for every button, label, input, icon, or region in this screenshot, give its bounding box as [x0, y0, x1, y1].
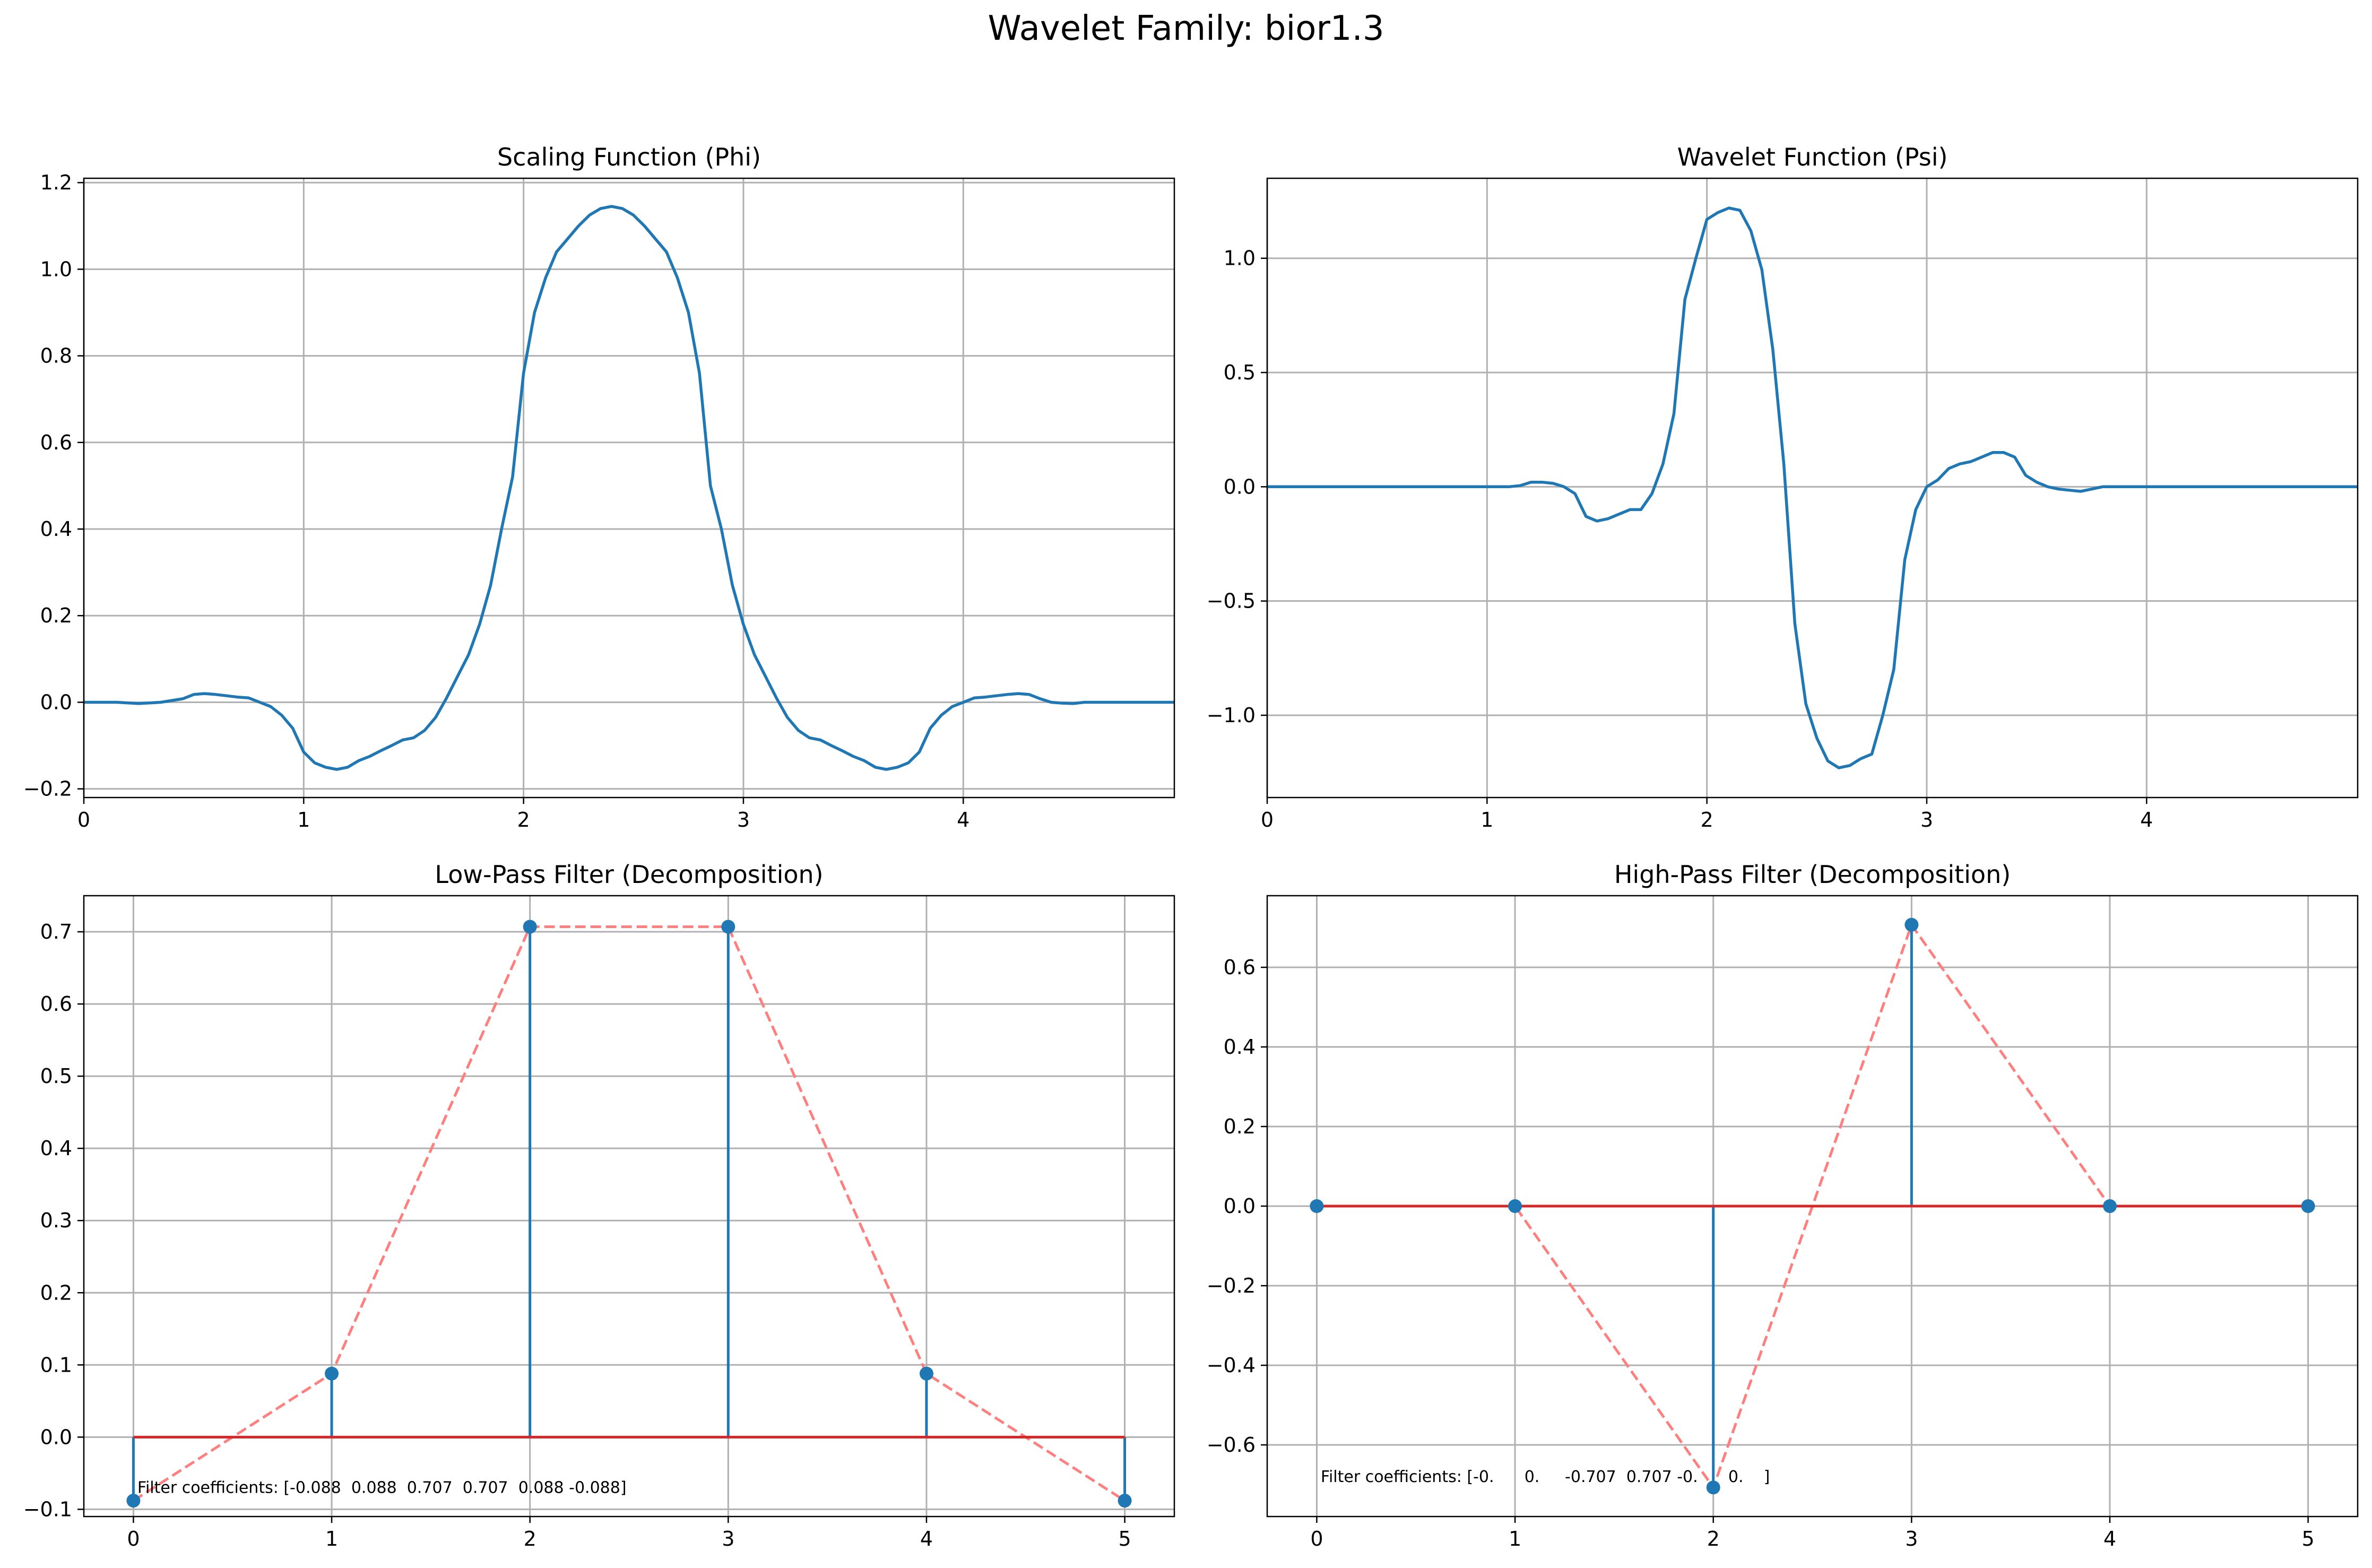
- y-tick-label: −0.2: [23, 777, 72, 801]
- plot-area: [1310, 917, 2315, 1495]
- panel-psi: 0 1 2 3 4 −1.0 −0.5 0.0 0.5 1.0 Wavelet Function (…: [1207, 143, 2359, 831]
- y-tick-label: 0.5: [40, 1064, 72, 1088]
- x-tick-label: 0: [1261, 808, 1274, 831]
- axes-frame: [1266, 177, 2359, 799]
- x-tick-label: 5: [2301, 1527, 2314, 1550]
- stem-marker: [1310, 1199, 1324, 1213]
- y-tick-label: 0.8: [40, 344, 72, 368]
- y-tick-label: 1.2: [40, 171, 72, 194]
- y-tick-label: 0.2: [40, 1281, 72, 1304]
- plot-area: [126, 920, 1132, 1508]
- stem-marker: [2301, 1199, 2315, 1213]
- plot-area: [84, 205, 1174, 771]
- axes-frame: [83, 895, 1175, 1518]
- panel-title: High-Pass Filter (Decomposition): [1614, 860, 2011, 889]
- x-tick-label: 5: [1118, 1527, 1131, 1550]
- stem-marker: [1118, 1494, 1132, 1508]
- y-tick-label: 0.7: [40, 920, 72, 943]
- y-tick-label: −0.2: [1207, 1274, 1256, 1297]
- y-tick-label: −0.6: [1207, 1433, 1256, 1457]
- y-tick-label: 0.0: [1224, 1194, 1256, 1218]
- y-tick-label: −0.5: [1207, 590, 1256, 613]
- x-tick-label: 3: [1920, 808, 1933, 831]
- y-tick-label: 0.1: [40, 1353, 72, 1376]
- y-tick-label: 1.0: [1224, 247, 1256, 270]
- stem-marker: [1508, 1199, 1522, 1213]
- axes-frame: [83, 177, 1175, 799]
- stem-marker: [919, 1366, 933, 1381]
- stem-marker: [2102, 1199, 2117, 1213]
- stem-marker: [523, 920, 537, 934]
- panel-title: Wavelet Function (Psi): [1677, 143, 1948, 171]
- y-tick-label: 0.3: [40, 1209, 72, 1232]
- x-tick-label: 1: [1509, 1527, 1521, 1550]
- x-tick-label: 4: [2140, 808, 2153, 831]
- plot-area: [1267, 206, 2358, 769]
- x-tick-label: 0: [127, 1527, 140, 1550]
- panel-highpass: 0 1 2 3 4 5 −0.6 −0.4 −0.2 0.0 0.2 0.4 0.6 Filter coe…: [1207, 860, 2359, 1550]
- x-tick-label: 3: [722, 1527, 734, 1550]
- stem-marker: [721, 920, 735, 934]
- y-tick-label: 0.0: [40, 1425, 72, 1449]
- stem-marker: [1904, 917, 1919, 932]
- series-line-psi: [1267, 206, 2358, 769]
- y-tick-label: −1.0: [1207, 704, 1256, 727]
- y-tick-label: 0.6: [40, 992, 72, 1016]
- y-tick-label: 0.0: [40, 690, 72, 714]
- dashed-connector-line: [133, 925, 1126, 1502]
- y-tick-label: 0.4: [40, 1137, 72, 1160]
- y-tick-label: −0.1: [23, 1497, 72, 1521]
- y-tick-label: 0.6: [40, 431, 72, 454]
- x-tick-label: 2: [517, 808, 530, 831]
- x-tick-label: 2: [524, 1527, 536, 1550]
- x-tick-label: 3: [1905, 1527, 1918, 1550]
- y-tick-label: 0.4: [40, 517, 72, 541]
- x-tick-label: 3: [737, 808, 750, 831]
- y-tick-label: 0.6: [1224, 956, 1256, 979]
- panel-lowpass: 0 1 2 3 4 5 −0.1 0.0 0.1 0.2 0.3 0.4 0.5 0.6 0.7 Filter…: [23, 860, 1175, 1550]
- axes-frame: [1266, 895, 2359, 1518]
- x-tick-label: 2: [1701, 808, 1713, 831]
- y-tick-label: 0.0: [1224, 475, 1256, 498]
- y-tick-label: 0.2: [40, 604, 72, 627]
- x-tick-label: 4: [920, 1527, 933, 1550]
- x-tick-label: 0: [1310, 1527, 1323, 1550]
- panel-title: Scaling Function (Phi): [497, 143, 761, 171]
- x-tick-label: 4: [957, 808, 969, 831]
- y-tick-label: 1.0: [40, 257, 72, 281]
- x-tick-label: 1: [325, 1527, 338, 1550]
- stem-marker: [126, 1494, 141, 1508]
- y-tick-label: 0.2: [1224, 1115, 1256, 1138]
- series-line-phi: [84, 205, 1174, 771]
- x-tick-label: 0: [77, 808, 90, 831]
- y-tick-label: 0.5: [1224, 361, 1256, 384]
- filter-coefficients-annotation: Filter coefficients: [-0.088 0.088 0.707…: [137, 1479, 627, 1497]
- panel-title: Low-Pass Filter (Decomposition): [435, 860, 823, 889]
- panel-phi: 0 1 2 3 4 −0.2 0.0 0.2 0.4 0.6 0.8 1.0 1.2 Scaling Fu…: [23, 143, 1175, 831]
- y-tick-label: 0.4: [1224, 1035, 1256, 1059]
- x-tick-label: 2: [1707, 1527, 1720, 1550]
- x-tick-label: 1: [1481, 808, 1493, 831]
- stem-marker: [1706, 1480, 1720, 1495]
- filter-coefficients-annotation: Filter coefficients: [-0. 0. -0.707 0.70…: [1321, 1468, 1770, 1486]
- x-tick-label: 1: [297, 808, 310, 831]
- figure-title: Wavelet Family: bior1.3: [988, 9, 1384, 48]
- y-tick-label: −0.4: [1207, 1354, 1256, 1377]
- stem-marker: [325, 1366, 339, 1381]
- x-tick-label: 4: [2103, 1527, 2116, 1550]
